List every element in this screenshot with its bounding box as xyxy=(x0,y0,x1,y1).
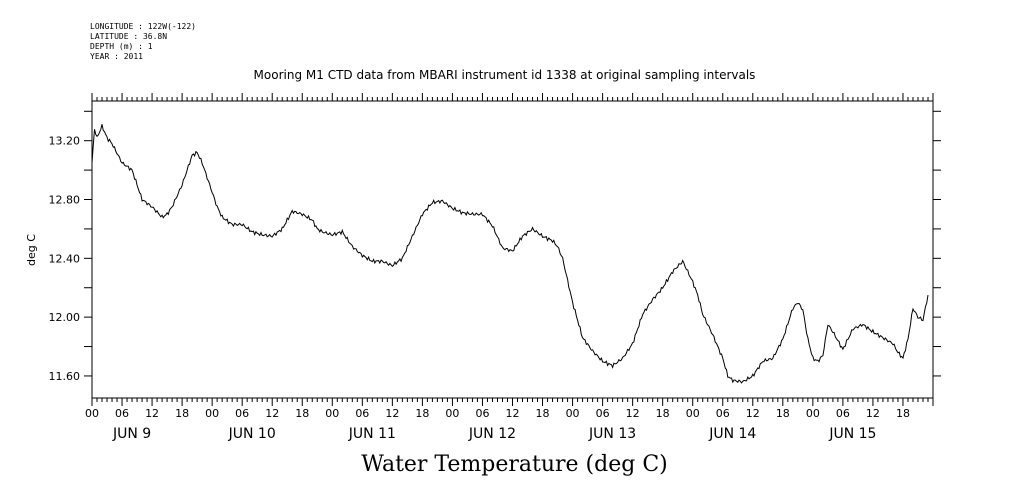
x-tick-label: 00 xyxy=(205,407,219,420)
series-line xyxy=(91,124,929,384)
x-tick-label: 06 xyxy=(355,407,369,420)
x-tick-label: 00 xyxy=(566,407,580,420)
x-tick-label: 18 xyxy=(415,407,429,420)
x-day-label: JUN 15 xyxy=(828,426,876,442)
x-tick-label: 18 xyxy=(295,407,309,420)
x-day-label: JUN 12 xyxy=(468,426,516,442)
x-tick-label: 00 xyxy=(806,407,820,420)
latitude-label: LATITUDE : 36.8N xyxy=(90,32,168,41)
x-tick-label: 06 xyxy=(235,407,249,420)
x-day-label: JUN 10 xyxy=(228,426,276,442)
x-day-label: JUN 11 xyxy=(348,426,396,442)
y-tick-label: 12.00 xyxy=(49,311,81,324)
depth-label: DEPTH (m) : 1 xyxy=(90,42,153,51)
chart-title: Mooring M1 CTD data from MBARI instrumen… xyxy=(253,68,756,82)
x-tick-label: 06 xyxy=(836,407,850,420)
longitude-label: LONGITUDE : 122W(-122) xyxy=(90,22,196,31)
x-tick-label: 12 xyxy=(866,407,880,420)
x-tick-label: 12 xyxy=(506,407,520,420)
plot-frame xyxy=(91,100,934,399)
x-tick-label: 18 xyxy=(536,407,550,420)
x-tick-label: 12 xyxy=(385,407,399,420)
x-day-label: JUN 13 xyxy=(588,426,636,442)
x-tick-label: 06 xyxy=(716,407,730,420)
x-tick-label: 06 xyxy=(596,407,610,420)
y-tick-label: 13.20 xyxy=(49,135,81,148)
x-tick-label: 06 xyxy=(475,407,489,420)
x-tick-label: 12 xyxy=(746,407,760,420)
x-tick-label: 12 xyxy=(265,407,279,420)
x-tick-label: 00 xyxy=(686,407,700,420)
y-tick-label: 11.60 xyxy=(49,370,81,383)
x-tick-label: 00 xyxy=(325,407,339,420)
x-tick-label: 12 xyxy=(626,407,640,420)
x-day-label: JUN 9 xyxy=(112,426,151,442)
x-tick-label: 18 xyxy=(776,407,790,420)
y-axis-label: deg C xyxy=(25,234,38,266)
x-tick-label: 18 xyxy=(175,407,189,420)
x-tick-label: 00 xyxy=(445,407,459,420)
x-tick-label: 18 xyxy=(896,407,910,420)
x-tick-label: 00 xyxy=(85,407,99,420)
year-label: YEAR : 2011 xyxy=(90,52,143,61)
y-tick-label: 12.80 xyxy=(49,194,81,207)
x-day-label: JUN 14 xyxy=(708,426,756,442)
y-tick-label: 12.40 xyxy=(49,252,81,265)
x-tick-label: 18 xyxy=(656,407,670,420)
x-tick-label: 12 xyxy=(145,407,159,420)
x-tick-label: 06 xyxy=(115,407,129,420)
x-axis-title: Water Temperature (deg C) xyxy=(361,452,668,477)
metadata-block: LONGITUDE : 122W(-122) LATITUDE : 36.8N … xyxy=(90,22,196,62)
